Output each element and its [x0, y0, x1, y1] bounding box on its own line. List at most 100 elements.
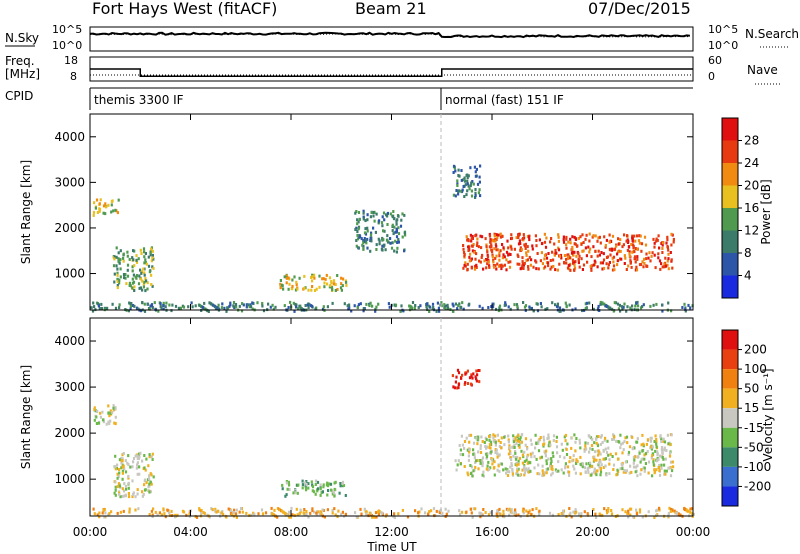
echo-cell	[571, 245, 574, 249]
echo-cell	[549, 259, 552, 262]
echo-cell	[134, 495, 137, 499]
echo-cell	[539, 259, 542, 263]
velocity-colorbar-label: Velocity [m s⁻¹]	[761, 368, 775, 461]
echo-cell	[116, 284, 119, 287]
echo-cell	[466, 382, 470, 385]
echo-cell	[547, 261, 550, 265]
echo-cell	[573, 250, 576, 254]
echo-cell	[634, 455, 637, 459]
echo-cell	[551, 471, 554, 475]
echo-cell	[164, 305, 167, 309]
echo-cell	[457, 383, 460, 387]
echo-cell	[458, 509, 461, 513]
echo-cell	[293, 309, 296, 313]
echo-cell	[508, 513, 511, 517]
echo-cell	[457, 459, 460, 463]
echo-cell	[323, 281, 326, 285]
echo-cell	[247, 303, 250, 307]
echo-cell	[467, 174, 470, 178]
echo-cell	[334, 480, 337, 484]
echo-cell	[523, 243, 526, 247]
echo-cell	[362, 307, 365, 310]
echo-cell	[521, 256, 524, 260]
echo-cell	[517, 233, 520, 237]
echo-cell	[468, 450, 471, 454]
echo-cell	[488, 264, 491, 268]
echo-cell	[167, 509, 170, 513]
echo-cell	[509, 450, 512, 454]
echo-cell	[131, 465, 134, 469]
echo-cell	[374, 307, 377, 311]
colorbar-tick-label: -100	[744, 460, 771, 474]
echo-cell	[174, 515, 177, 519]
echo-cell	[550, 237, 553, 240]
echo-cell	[552, 264, 555, 268]
echo-cell	[387, 302, 390, 306]
echo-cell	[362, 215, 365, 219]
xtick-label: 00:00	[676, 525, 711, 539]
echo-cell	[636, 304, 640, 308]
echo-cell	[564, 462, 567, 466]
echo-cell	[102, 420, 105, 424]
echo-cell	[314, 307, 317, 311]
echo-cell	[479, 444, 482, 448]
echo-cell	[375, 248, 378, 251]
echo-cell	[638, 241, 641, 245]
echo-cell	[261, 302, 264, 305]
echo-cell	[475, 266, 478, 269]
echo-cell	[235, 508, 238, 512]
echo-cell	[143, 309, 147, 313]
echo-cell	[176, 513, 179, 517]
echo-cell	[492, 264, 495, 267]
echo-cell	[141, 288, 144, 292]
echo-cell	[505, 268, 508, 272]
echo-cell	[270, 512, 274, 516]
echo-cell	[117, 257, 120, 261]
echo-cell	[92, 507, 95, 511]
echo-cell	[538, 512, 541, 516]
echo-cell	[504, 301, 507, 305]
echo-cell	[615, 439, 618, 443]
colorbar-segment	[722, 369, 738, 389]
echo-cell	[554, 268, 557, 272]
echo-cell	[272, 307, 275, 311]
echo-cell	[595, 441, 598, 445]
echo-cell	[495, 254, 498, 258]
echo-cell	[477, 369, 480, 372]
echo-cell	[601, 267, 604, 271]
echo-cell	[526, 461, 529, 465]
echo-cell	[386, 240, 390, 244]
echo-cell	[619, 467, 622, 471]
echo-cell	[222, 513, 225, 516]
echo-cell	[128, 257, 131, 261]
echo-cell	[474, 170, 477, 174]
echo-cell	[645, 257, 648, 261]
echo-cell	[279, 282, 282, 286]
echo-cell	[147, 464, 150, 468]
echo-cell	[534, 234, 537, 238]
echo-cell	[156, 513, 159, 517]
echo-cell	[305, 483, 308, 487]
echo-cell	[536, 252, 539, 255]
echo-cell	[129, 307, 132, 311]
echo-cell	[670, 309, 673, 313]
echo-cell	[509, 307, 512, 311]
echo-cell	[396, 218, 399, 222]
echo-cell	[514, 436, 517, 440]
echo-cell	[517, 439, 520, 443]
echo-cell	[495, 248, 498, 252]
echo-cell	[535, 244, 538, 248]
echo-cell	[296, 287, 299, 291]
echo-cell	[550, 460, 553, 463]
echo-cell	[524, 437, 528, 441]
echo-cell	[468, 448, 471, 451]
echo-cell	[463, 252, 466, 256]
echo-cell	[276, 515, 279, 519]
echo-cell	[664, 264, 668, 268]
echo-cell	[620, 257, 623, 261]
echo-cell	[485, 467, 488, 471]
echo-cell	[627, 264, 630, 268]
echo-cell	[631, 304, 634, 308]
echo-cell	[600, 301, 603, 305]
cpid-segment-1: themis 3300 IF	[94, 93, 184, 107]
